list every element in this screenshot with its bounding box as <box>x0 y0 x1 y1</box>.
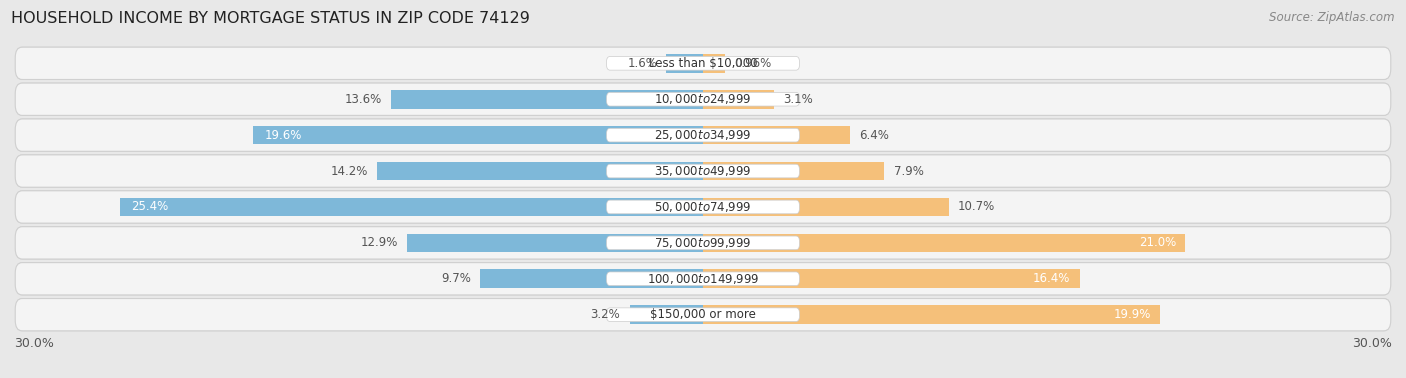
Bar <box>703 90 775 108</box>
FancyBboxPatch shape <box>15 83 1391 115</box>
Bar <box>703 270 1080 288</box>
FancyBboxPatch shape <box>15 119 1391 152</box>
FancyBboxPatch shape <box>15 226 1391 259</box>
FancyBboxPatch shape <box>15 83 1391 116</box>
FancyBboxPatch shape <box>606 236 800 250</box>
FancyBboxPatch shape <box>15 47 1391 79</box>
Text: $35,000 to $49,999: $35,000 to $49,999 <box>654 164 752 178</box>
FancyBboxPatch shape <box>15 191 1391 223</box>
Text: 3.1%: 3.1% <box>783 93 813 106</box>
Text: 16.4%: 16.4% <box>1033 272 1070 285</box>
FancyBboxPatch shape <box>15 47 1391 80</box>
FancyBboxPatch shape <box>15 191 1391 223</box>
Text: 6.4%: 6.4% <box>859 129 889 142</box>
Bar <box>481 270 703 288</box>
FancyBboxPatch shape <box>15 155 1391 187</box>
Bar <box>703 234 1185 252</box>
Text: $150,000 or more: $150,000 or more <box>650 308 756 321</box>
Bar <box>391 90 703 108</box>
Text: 1.6%: 1.6% <box>627 57 657 70</box>
Text: $75,000 to $99,999: $75,000 to $99,999 <box>654 236 752 250</box>
Bar <box>703 305 1160 324</box>
Text: $25,000 to $34,999: $25,000 to $34,999 <box>654 128 752 142</box>
Text: 0.96%: 0.96% <box>734 57 772 70</box>
Bar <box>253 126 703 144</box>
FancyBboxPatch shape <box>606 92 800 106</box>
FancyBboxPatch shape <box>606 164 800 178</box>
Text: 13.6%: 13.6% <box>344 93 381 106</box>
Bar <box>406 234 703 252</box>
Text: 19.6%: 19.6% <box>264 129 302 142</box>
FancyBboxPatch shape <box>606 272 800 286</box>
FancyBboxPatch shape <box>606 200 800 214</box>
Bar <box>703 54 725 73</box>
Text: 12.9%: 12.9% <box>360 236 398 249</box>
Text: 7.9%: 7.9% <box>894 164 924 178</box>
Text: $10,000 to $24,999: $10,000 to $24,999 <box>654 92 752 106</box>
Text: HOUSEHOLD INCOME BY MORTGAGE STATUS IN ZIP CODE 74129: HOUSEHOLD INCOME BY MORTGAGE STATUS IN Z… <box>11 11 530 26</box>
Bar <box>377 162 703 180</box>
Text: Less than $10,000: Less than $10,000 <box>648 57 758 70</box>
Text: $100,000 to $149,999: $100,000 to $149,999 <box>647 272 759 286</box>
Bar <box>703 126 851 144</box>
FancyBboxPatch shape <box>606 128 800 142</box>
FancyBboxPatch shape <box>15 119 1391 151</box>
Text: 19.9%: 19.9% <box>1114 308 1152 321</box>
FancyBboxPatch shape <box>15 298 1391 331</box>
FancyBboxPatch shape <box>606 308 800 322</box>
Bar <box>703 162 884 180</box>
FancyBboxPatch shape <box>15 155 1391 187</box>
Text: $50,000 to $74,999: $50,000 to $74,999 <box>654 200 752 214</box>
Bar <box>120 198 703 216</box>
Text: 9.7%: 9.7% <box>441 272 471 285</box>
Text: 10.7%: 10.7% <box>957 200 995 214</box>
Bar <box>703 198 949 216</box>
Text: 25.4%: 25.4% <box>131 200 169 214</box>
Text: 30.0%: 30.0% <box>14 337 53 350</box>
FancyBboxPatch shape <box>15 227 1391 259</box>
Text: 30.0%: 30.0% <box>1353 337 1392 350</box>
FancyBboxPatch shape <box>15 299 1391 331</box>
FancyBboxPatch shape <box>606 56 800 70</box>
Bar <box>666 54 703 73</box>
FancyBboxPatch shape <box>15 263 1391 295</box>
Text: 14.2%: 14.2% <box>330 164 368 178</box>
Text: Source: ZipAtlas.com: Source: ZipAtlas.com <box>1270 11 1395 24</box>
FancyBboxPatch shape <box>15 262 1391 295</box>
Text: 3.2%: 3.2% <box>591 308 620 321</box>
Text: 21.0%: 21.0% <box>1139 236 1175 249</box>
Bar <box>630 305 703 324</box>
